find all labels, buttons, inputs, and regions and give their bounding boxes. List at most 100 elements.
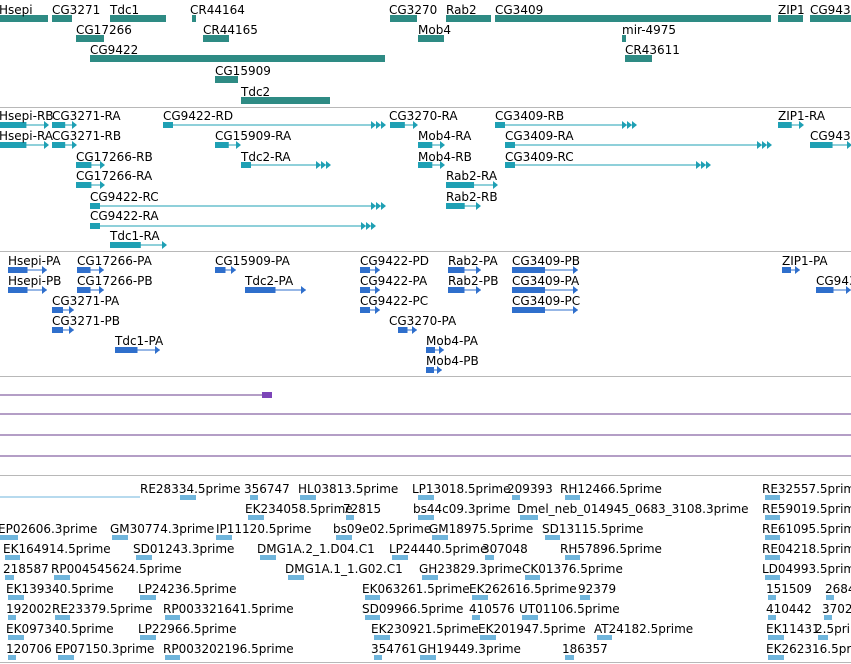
transcripts-label[interactable]: CG9422-RC [90,190,159,204]
est-block[interactable] [522,615,538,620]
est-block[interactable] [165,655,180,660]
transcripts-label[interactable]: CG3409-RC [505,150,574,164]
genes-label[interactable]: Mob4 [418,23,451,37]
transcript-exon[interactable] [446,203,465,209]
est-block[interactable] [418,515,434,520]
gene-bar[interactable] [778,15,803,22]
protein-block[interactable] [360,307,370,313]
transcripts-label[interactable]: Hsepi-RA [0,129,53,143]
est-block[interactable] [768,635,784,640]
proteins-label[interactable]: CG3409-PA [512,274,580,288]
gene-bar[interactable] [446,15,491,22]
est-block[interactable] [525,575,540,580]
ests-label[interactable]: RE59019.5prime [762,502,851,516]
ests-label[interactable]: RE32557.5prime [762,482,851,496]
est-block[interactable] [392,555,408,560]
gene-bar[interactable] [76,35,104,42]
gene-bar[interactable] [52,15,72,22]
transcript-exon[interactable] [418,162,433,168]
ests-label[interactable]: LP22966.5prime [138,622,237,636]
est-block[interactable] [180,495,196,500]
protein-block[interactable] [77,267,91,273]
proteins-label[interactable]: CG9422-PA [360,274,428,288]
ests-label[interactable]: AT24182.5prime [594,622,694,636]
genes-label[interactable]: CG943 [810,3,851,17]
est-block[interactable] [374,635,390,640]
est-block[interactable] [565,495,580,500]
proteins-label[interactable]: CG15909-PA [215,254,290,268]
ests-label[interactable]: IP11120.5prime [216,522,312,536]
genes-label[interactable]: Rab2 [446,3,477,17]
transcripts-label[interactable]: Tdc1-RA [110,229,160,243]
transcripts-label[interactable]: CG17266-RB [76,150,153,164]
gene-bar[interactable] [215,76,238,83]
est-block[interactable] [512,495,520,500]
protein-block[interactable] [448,287,465,293]
est-block[interactable] [418,495,434,500]
protein-block[interactable] [215,267,226,273]
protein-block[interactable] [360,267,370,273]
transcripts-label[interactable]: CG3271-RA [52,109,121,123]
proteins-label[interactable]: Tdc2-PA [245,274,294,288]
ests-label[interactable]: 218587 [3,562,49,576]
gene-bar[interactable] [495,15,771,22]
transcript-exon[interactable] [495,122,505,128]
proteins-label[interactable]: CG3271-PB [52,314,121,328]
est-block[interactable] [165,615,180,620]
proteins-label[interactable]: Hsepi-PB [8,274,62,288]
est-block[interactable] [768,655,784,660]
transcripts-label[interactable]: ZIP1-RA [778,109,826,123]
gene-bar[interactable] [241,97,330,104]
est-block[interactable] [545,535,560,540]
protein-block[interactable] [52,327,63,333]
ests-label[interactable]: 120706 [6,642,52,656]
proteins-label[interactable]: CG17266-PA [77,254,152,268]
est-block[interactable] [580,595,590,600]
ests-label[interactable]: LP13018.5prime [412,482,511,496]
proteins-label[interactable]: ZIP1-PA [782,254,828,268]
est-block[interactable] [565,655,574,660]
est-block[interactable] [768,595,776,600]
ests-label[interactable]: RE04218.5prime [762,542,851,556]
ests-label[interactable]: SD01243.3prime [133,542,235,556]
gene-bar[interactable] [390,15,417,22]
genes-label[interactable]: CR43611 [625,43,680,57]
ests-label[interactable]: UT01106.5prime [519,602,620,616]
transcript-exon[interactable] [505,162,515,168]
est-block[interactable] [365,595,380,600]
protein-block[interactable] [782,267,791,273]
proteins-label[interactable]: CG3409-PC [512,294,581,308]
transcript-exon[interactable] [163,122,173,128]
transcripts-label[interactable]: Rab2-RA [446,169,498,183]
genes-label[interactable]: CG3271 [52,3,101,17]
est-block[interactable] [346,515,354,520]
genes-label[interactable]: Tdc1 [110,3,140,17]
ests-label[interactable]: EK230921.5prime [371,622,479,636]
transcript-exon[interactable] [418,142,433,148]
est-block[interactable] [260,555,276,560]
ests-label[interactable]: bs09e02.5prime [333,522,432,536]
protein-block[interactable] [426,367,434,373]
est-block[interactable] [58,655,74,660]
transcripts-label[interactable]: Tdc2-RA [241,150,291,164]
ests-label[interactable]: 354761 [371,642,417,656]
transcript-exon[interactable] [505,142,515,148]
est-block[interactable] [765,535,780,540]
ests-label[interactable]: GH19449.3prime [418,642,521,656]
ests-label[interactable]: EK097340.5prime [6,622,114,636]
genes-label[interactable]: CG3270 [389,3,438,17]
transcript-exon[interactable] [76,162,92,168]
ests-label[interactable]: RE23379.5prime [52,602,153,616]
ests-label[interactable]: 209393 [507,482,553,496]
proteins-label[interactable]: CG943 [816,274,851,288]
proteins-label[interactable]: CG3409-PB [512,254,581,268]
transcripts-label[interactable]: CG15909-RA [215,129,292,143]
est-block[interactable] [8,615,16,620]
genes-label[interactable]: CG17266 [76,23,132,37]
est-block[interactable] [520,515,538,520]
genes-label[interactable]: Hsepi [0,3,33,17]
est-block[interactable] [765,495,780,500]
transcript-exon[interactable] [76,182,92,188]
gene-bar[interactable] [418,35,444,42]
protein-block[interactable] [512,307,545,313]
